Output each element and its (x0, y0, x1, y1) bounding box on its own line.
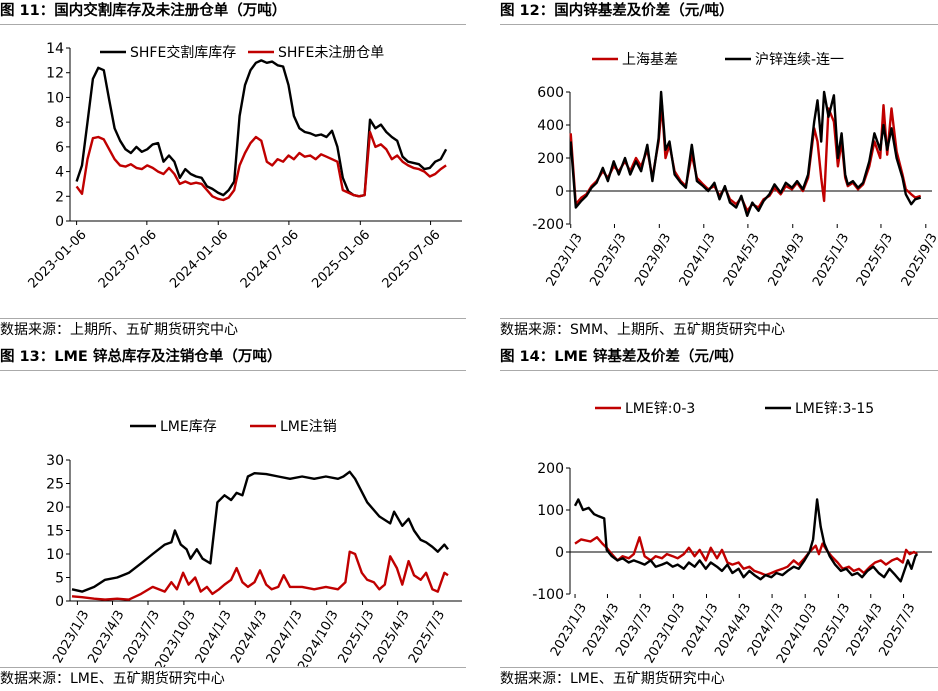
divider (0, 24, 466, 25)
panel-title: 图 14：LME 锌基差及价差（元/吨） (500, 349, 744, 365)
y-tick-label: 600 (537, 85, 564, 101)
x-tick-label: 2024/1/3 (677, 231, 719, 289)
y-tick-label: 0 (555, 184, 564, 200)
y-tick-label: 6 (55, 140, 64, 156)
y-tick-label: 15 (46, 524, 64, 540)
source-note: 数据来源：SMM、上期所、五矿期货研究中心 (500, 322, 786, 338)
y-tick-label: 8 (55, 115, 64, 131)
legend-label: LME锌:0-3 (625, 401, 695, 417)
y-tick-label: 10 (46, 547, 64, 563)
series-line-1 (574, 536, 918, 577)
legend-label: 上海基差 (622, 51, 678, 68)
series-line-2 (569, 90, 922, 217)
panel-fig13: 图 13：LME 锌总库存及注销仓单（万吨） 0 5 10 15 20 25 30 2023/… (0, 346, 466, 691)
y-tick-label: 12 (46, 66, 64, 82)
x-tick-label: 2024/9/3 (766, 231, 808, 289)
x-tick-label: 2025-07-06 (380, 227, 444, 291)
legend-label: LME锌:3-15 (795, 401, 874, 417)
y-tick-label: 200 (537, 151, 564, 167)
divider (500, 370, 938, 371)
panel-fig11: 图 11：国内交割库存及未注册仓单（万吨） 0 2 4 6 8 10 12 14 2023-01… (0, 0, 466, 344)
legend-label: LME库存 (160, 419, 217, 435)
legend-label: SHFE交割库库存 (130, 44, 236, 61)
series-line-2 (71, 550, 449, 601)
x-tick-label: 2023-07-06 (96, 227, 160, 291)
chart-fig11: 0 2 4 6 8 10 12 14 2023-01-06 2023-07-06 2024-01-0… (26, 41, 462, 291)
source-note: 数据来源：LME、五矿期货研究中心 (500, 671, 725, 687)
x-tick-label: 2023/9/3 (632, 231, 674, 289)
series-line-1 (75, 59, 448, 198)
divider (0, 370, 466, 371)
x-tick-label: 2024-01-06 (167, 227, 231, 291)
series-line-2 (75, 130, 447, 202)
chart-fig14: -10001002002023/1/32023/4/32023/7/32023/… (532, 401, 932, 666)
y-tick-label: 14 (46, 41, 64, 57)
y-tick-label: 25 (46, 477, 64, 493)
source-note: 数据来源：上期所、五矿期货研究中心 (0, 322, 238, 338)
y-tick-label: -200 (532, 217, 564, 233)
panel-fig12: 图 12：国内锌基差及价差（元/吨） -200 0 200 400 600 2023/1/… (500, 0, 938, 344)
y-tick-label: 10 (46, 90, 64, 106)
x-tick-label: 2025/7/3 (406, 608, 448, 666)
y-tick-label: 0 (55, 214, 64, 230)
x-tick-label: 2024/5/3 (721, 231, 763, 289)
x-tick-label: 2023-01-06 (26, 227, 90, 291)
divider (0, 318, 466, 319)
panel-title: 图 11：国内交割库存及未注册仓单（万吨） (0, 3, 287, 19)
y-tick-label: 20 (46, 500, 64, 516)
legend-label: LME注销 (280, 419, 337, 435)
y-tick-label: 400 (537, 118, 564, 134)
series-line-1 (71, 470, 449, 593)
x-tick-label: 2025/9/3 (899, 231, 938, 289)
y-tick-label: -100 (532, 587, 564, 603)
chart-fig13: 0510152025302023/1/32023/4/32023/7/32023… (46, 419, 462, 667)
x-tick-label: 2025/1/3 (810, 231, 852, 289)
y-tick-label: 30 (46, 453, 64, 469)
legend-label: 沪锌连续-连一 (755, 51, 844, 68)
y-tick-label: 0 (55, 594, 64, 610)
x-tick-label: 2025-01-06 (309, 227, 373, 291)
series-line-1 (569, 104, 922, 212)
y-tick-label: 5 (55, 571, 64, 587)
panel-fig14: 图 14：LME 锌基差及价差（元/吨） -100 0 100 200 2023/1/3… (500, 346, 938, 691)
y-tick-label: 100 (537, 503, 564, 519)
x-tick-label: 2023/5/3 (587, 231, 629, 289)
source-note: 数据来源：LME、五矿期货研究中心 (0, 671, 225, 687)
x-tick-label: 2023/1/3 (544, 231, 586, 289)
panel-title: 图 13：LME 锌总库存及注销仓单（万吨） (0, 349, 282, 365)
legend-label: SHFE未注册仓单 (278, 45, 384, 61)
divider (0, 667, 466, 668)
divider (500, 24, 938, 25)
y-tick-label: 4 (55, 165, 64, 181)
series-line-2 (573, 498, 919, 583)
y-tick-label: 200 (537, 461, 564, 477)
x-tick-label: 2025/5/3 (854, 231, 896, 289)
panel-title: 图 12：国内锌基差及价差（元/吨） (500, 3, 734, 19)
y-tick-label: 2 (55, 189, 64, 205)
y-tick-label: 0 (555, 545, 564, 561)
x-tick-label: 2024-07-06 (238, 227, 302, 291)
divider (500, 318, 938, 319)
divider (500, 667, 938, 668)
